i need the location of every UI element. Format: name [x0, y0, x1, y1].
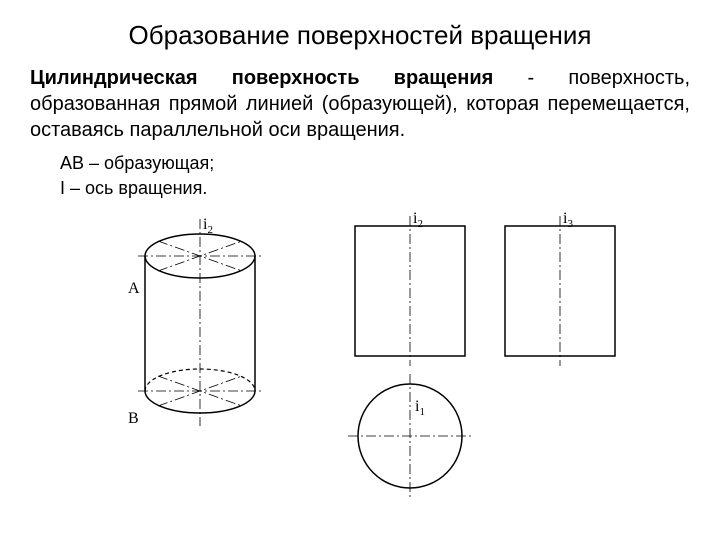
rect-view-1: i2 — [355, 211, 465, 366]
rect-view-2: i3 — [505, 211, 615, 366]
label-B: B — [128, 410, 139, 427]
diagram-container: i2 A B i2 i3 i1 — [30, 211, 690, 511]
description-text: Цилиндрическая поверхность вращения - по… — [30, 65, 690, 143]
diagram-svg: i2 A B i2 i3 i1 — [30, 211, 690, 501]
desc-bold: Цилиндрическая поверхность вращения — [30, 67, 493, 89]
label-i2-rect: i2 — [413, 211, 423, 230]
circle-view: i1 — [348, 374, 472, 498]
label-i1-circle: i1 — [415, 398, 425, 418]
legend-line-1: АВ – образующая; — [60, 151, 690, 176]
cylinder-3d: i2 A B — [128, 216, 262, 427]
legend-block: АВ – образующая; I – ось вращения. — [60, 151, 690, 201]
label-i2-cyl: i2 — [203, 216, 213, 236]
page-title: Образование поверхностей вращения — [30, 20, 690, 51]
legend-line-2: I – ось вращения. — [60, 176, 690, 201]
label-A: A — [128, 280, 140, 297]
label-i3-rect: i3 — [563, 211, 573, 230]
